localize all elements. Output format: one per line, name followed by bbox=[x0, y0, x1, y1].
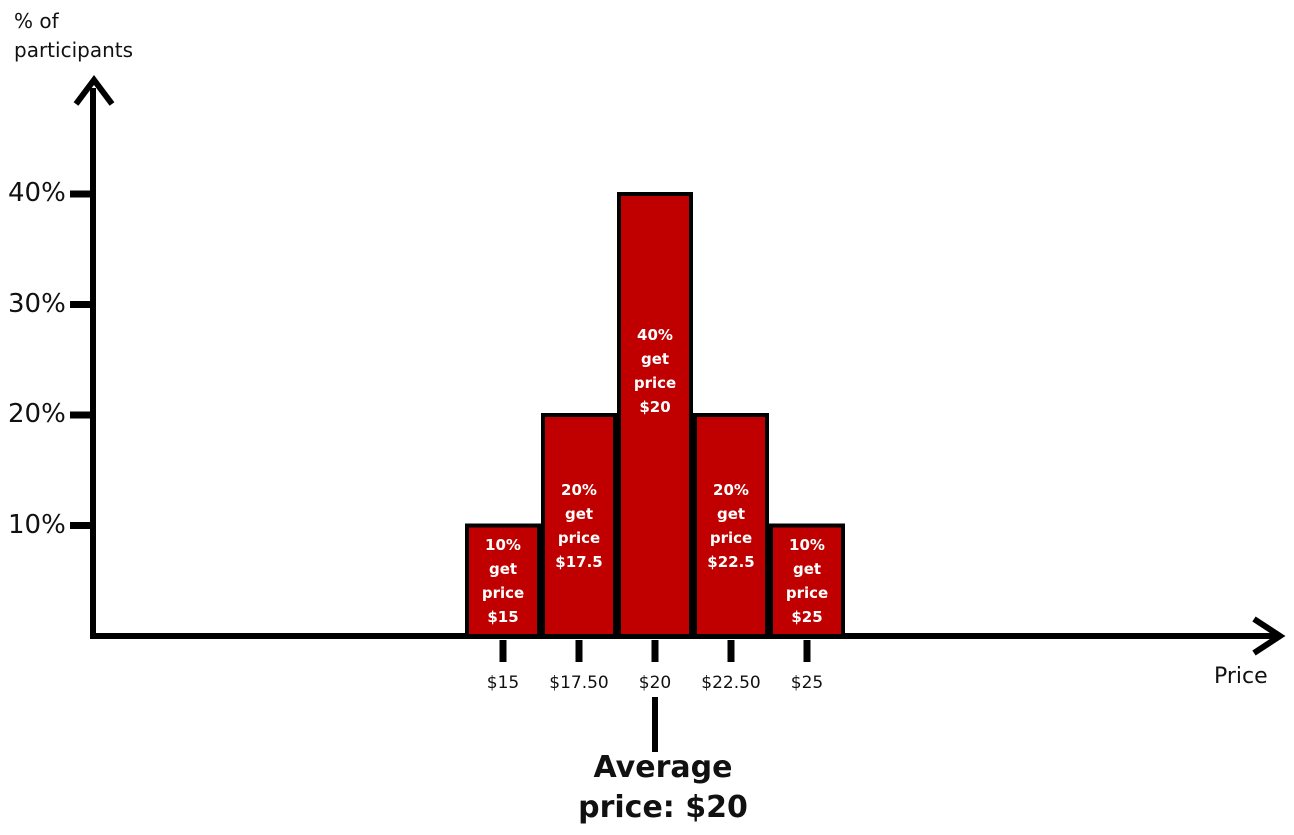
bar-data-label: price bbox=[633, 373, 677, 392]
bar-data-label: $25 bbox=[791, 607, 823, 626]
bar bbox=[465, 523, 541, 638]
y-tick-label: 30% bbox=[8, 288, 66, 319]
bar-data-label: get bbox=[716, 504, 746, 523]
bar-data-label: get bbox=[792, 559, 822, 578]
bar-data-label: get bbox=[488, 559, 518, 578]
x-tick-label: $17.50 bbox=[549, 673, 609, 693]
x-axis-label: Price bbox=[1214, 664, 1268, 689]
bar-data-label: 10% bbox=[789, 535, 825, 554]
x-axis-arrowhead bbox=[1252, 616, 1286, 656]
bar-data-label: price bbox=[709, 528, 753, 547]
bar-data-label: $17.5 bbox=[555, 552, 603, 571]
bar bbox=[617, 192, 693, 638]
bar bbox=[769, 523, 845, 638]
x-tick-label: $22.50 bbox=[701, 673, 761, 693]
x-tick-label: $25 bbox=[790, 673, 824, 693]
bar-data-label: get bbox=[564, 504, 594, 523]
bar-data-label: get bbox=[640, 349, 670, 368]
y-axis-label-line-1: % of bbox=[14, 9, 59, 33]
x-ticks bbox=[499, 640, 811, 662]
x-tick-label: $15 bbox=[486, 673, 520, 693]
bar-data-label: 10% bbox=[485, 535, 521, 554]
average-label-line-1: Average bbox=[593, 750, 733, 785]
average-label-line-2: price: $20 bbox=[578, 790, 748, 825]
y-axis-arrowhead bbox=[73, 75, 115, 106]
bar bbox=[693, 413, 769, 638]
y-axis-label-line-2: participants bbox=[14, 38, 134, 62]
bar-data-label: $22.5 bbox=[707, 552, 755, 571]
bar-data-label: 20% bbox=[713, 480, 749, 499]
x-tick-label: $20 bbox=[638, 673, 672, 693]
y-tick-label: 40% bbox=[8, 178, 66, 208]
bars bbox=[465, 192, 845, 638]
bar-data-label: 20% bbox=[561, 480, 597, 499]
y-ticks bbox=[70, 190, 93, 529]
bar-data-label: $15 bbox=[487, 607, 519, 626]
bar-data-label: $20 bbox=[639, 397, 671, 416]
bar bbox=[541, 413, 617, 638]
y-tick-label: 20% bbox=[8, 399, 66, 429]
bar-data-label: 40% bbox=[637, 325, 673, 344]
bar-data-label: price bbox=[557, 528, 601, 547]
bar-data-label: price bbox=[785, 583, 829, 602]
bar-data-label: price bbox=[481, 583, 525, 602]
y-tick-label: 10% bbox=[8, 509, 66, 540]
